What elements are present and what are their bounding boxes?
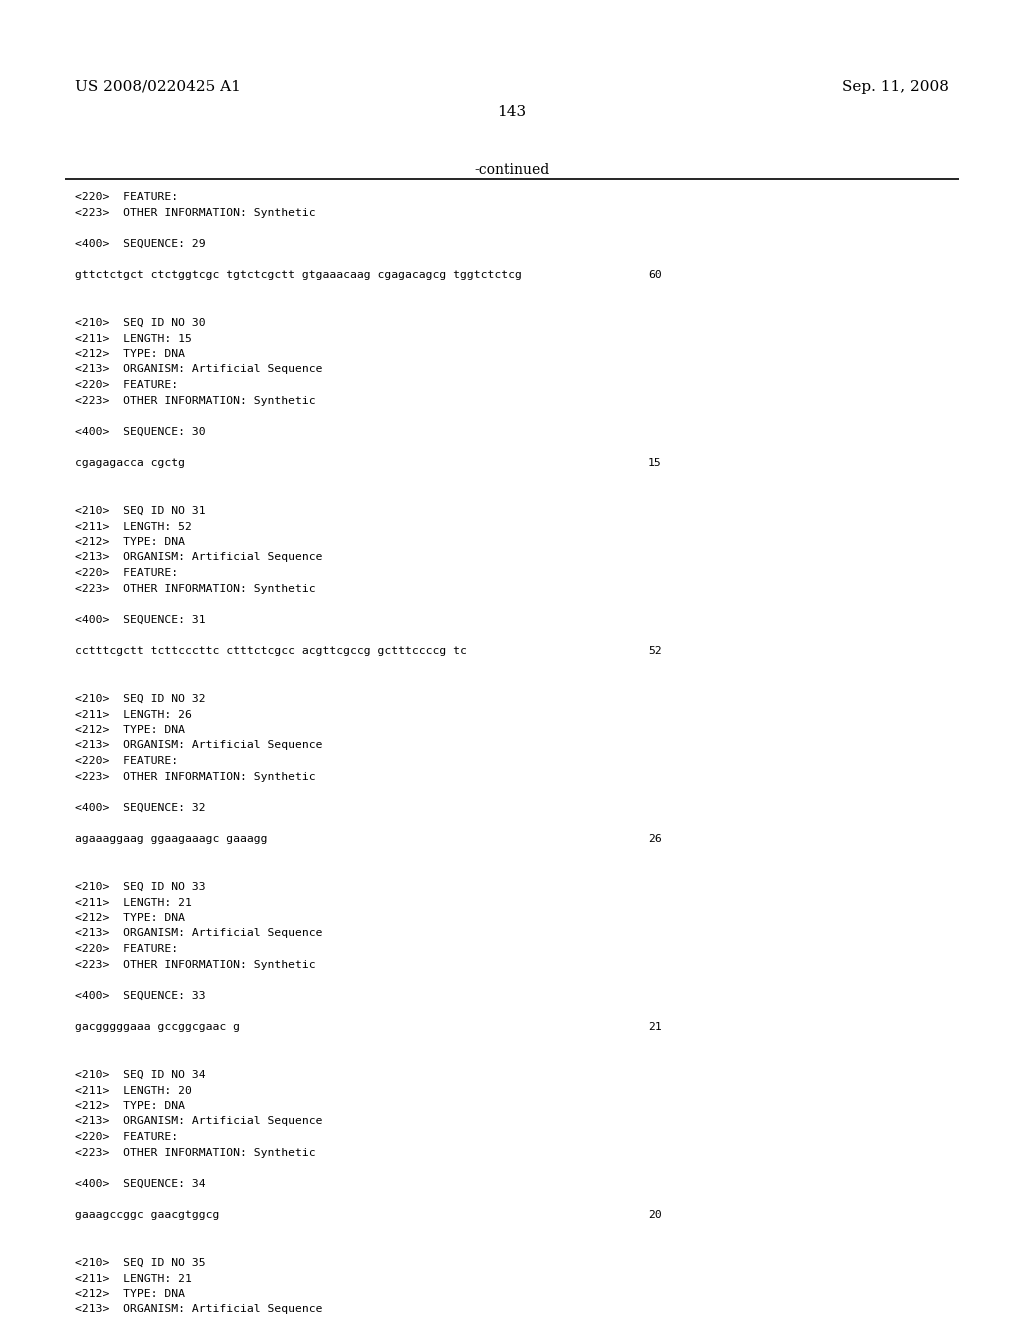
Text: <212>  TYPE: DNA: <212> TYPE: DNA: [75, 725, 185, 735]
Text: <213>  ORGANISM: Artificial Sequence: <213> ORGANISM: Artificial Sequence: [75, 928, 323, 939]
Text: <213>  ORGANISM: Artificial Sequence: <213> ORGANISM: Artificial Sequence: [75, 1117, 323, 1126]
Text: <223>  OTHER INFORMATION: Synthetic: <223> OTHER INFORMATION: Synthetic: [75, 396, 315, 405]
Text: <210>  SEQ ID NO 31: <210> SEQ ID NO 31: [75, 506, 206, 516]
Text: <223>  OTHER INFORMATION: Synthetic: <223> OTHER INFORMATION: Synthetic: [75, 583, 315, 594]
Text: <212>  TYPE: DNA: <212> TYPE: DNA: [75, 913, 185, 923]
Text: 20: 20: [648, 1210, 662, 1221]
Text: gaaagccggc gaacgtggcg: gaaagccggc gaacgtggcg: [75, 1210, 219, 1221]
Text: <210>  SEQ ID NO 32: <210> SEQ ID NO 32: [75, 694, 206, 704]
Text: 21: 21: [648, 1023, 662, 1032]
Text: 60: 60: [648, 271, 662, 281]
Text: <220>  FEATURE:: <220> FEATURE:: [75, 756, 178, 766]
Text: <223>  OTHER INFORMATION: Synthetic: <223> OTHER INFORMATION: Synthetic: [75, 960, 315, 969]
Text: 15: 15: [648, 458, 662, 469]
Text: <211>  LENGTH: 21: <211> LENGTH: 21: [75, 898, 191, 908]
Text: -continued: -continued: [474, 162, 550, 177]
Text: <220>  FEATURE:: <220> FEATURE:: [75, 944, 178, 954]
Text: <211>  LENGTH: 15: <211> LENGTH: 15: [75, 334, 191, 343]
Text: <223>  OTHER INFORMATION: Synthetic: <223> OTHER INFORMATION: Synthetic: [75, 207, 315, 218]
Text: <400>  SEQUENCE: 34: <400> SEQUENCE: 34: [75, 1179, 206, 1189]
Text: 143: 143: [498, 106, 526, 119]
Text: US 2008/0220425 A1: US 2008/0220425 A1: [75, 81, 241, 94]
Text: <213>  ORGANISM: Artificial Sequence: <213> ORGANISM: Artificial Sequence: [75, 1304, 323, 1315]
Text: <400>  SEQUENCE: 33: <400> SEQUENCE: 33: [75, 991, 206, 1001]
Text: gacgggggaaa gccggcgaac g: gacgggggaaa gccggcgaac g: [75, 1023, 240, 1032]
Text: <210>  SEQ ID NO 33: <210> SEQ ID NO 33: [75, 882, 206, 892]
Text: 52: 52: [648, 647, 662, 656]
Text: <211>  LENGTH: 26: <211> LENGTH: 26: [75, 710, 191, 719]
Text: <210>  SEQ ID NO 30: <210> SEQ ID NO 30: [75, 318, 206, 327]
Text: <210>  SEQ ID NO 34: <210> SEQ ID NO 34: [75, 1071, 206, 1080]
Text: <212>  TYPE: DNA: <212> TYPE: DNA: [75, 537, 185, 546]
Text: <212>  TYPE: DNA: <212> TYPE: DNA: [75, 1101, 185, 1111]
Text: <212>  TYPE: DNA: <212> TYPE: DNA: [75, 1290, 185, 1299]
Text: Sep. 11, 2008: Sep. 11, 2008: [842, 81, 949, 94]
Text: cctttcgctt tcttcccttc ctttctcgcc acgttcgccg gctttccccg tc: cctttcgctt tcttcccttc ctttctcgcc acgttcg…: [75, 647, 467, 656]
Text: gttctctgct ctctggtcgc tgtctcgctt gtgaaacaag cgagacagcg tggtctctcg: gttctctgct ctctggtcgc tgtctcgctt gtgaaac…: [75, 271, 522, 281]
Text: <211>  LENGTH: 20: <211> LENGTH: 20: [75, 1085, 191, 1096]
Text: <213>  ORGANISM: Artificial Sequence: <213> ORGANISM: Artificial Sequence: [75, 364, 323, 375]
Text: <223>  OTHER INFORMATION: Synthetic: <223> OTHER INFORMATION: Synthetic: [75, 771, 315, 781]
Text: 26: 26: [648, 834, 662, 845]
Text: <400>  SEQUENCE: 30: <400> SEQUENCE: 30: [75, 426, 206, 437]
Text: <400>  SEQUENCE: 31: <400> SEQUENCE: 31: [75, 615, 206, 624]
Text: <212>  TYPE: DNA: <212> TYPE: DNA: [75, 348, 185, 359]
Text: <213>  ORGANISM: Artificial Sequence: <213> ORGANISM: Artificial Sequence: [75, 553, 323, 562]
Text: <210>  SEQ ID NO 35: <210> SEQ ID NO 35: [75, 1258, 206, 1269]
Text: <211>  LENGTH: 52: <211> LENGTH: 52: [75, 521, 191, 532]
Text: <220>  FEATURE:: <220> FEATURE:: [75, 191, 178, 202]
Text: agaaaggaag ggaagaaagc gaaagg: agaaaggaag ggaagaaagc gaaagg: [75, 834, 267, 845]
Text: <220>  FEATURE:: <220> FEATURE:: [75, 1133, 178, 1142]
Text: <211>  LENGTH: 21: <211> LENGTH: 21: [75, 1274, 191, 1283]
Text: <220>  FEATURE:: <220> FEATURE:: [75, 568, 178, 578]
Text: <220>  FEATURE:: <220> FEATURE:: [75, 380, 178, 389]
Text: cgagagacca cgctg: cgagagacca cgctg: [75, 458, 185, 469]
Text: <223>  OTHER INFORMATION: Synthetic: <223> OTHER INFORMATION: Synthetic: [75, 1147, 315, 1158]
Text: <400>  SEQUENCE: 29: <400> SEQUENCE: 29: [75, 239, 206, 249]
Text: <213>  ORGANISM: Artificial Sequence: <213> ORGANISM: Artificial Sequence: [75, 741, 323, 751]
Text: <400>  SEQUENCE: 32: <400> SEQUENCE: 32: [75, 803, 206, 813]
